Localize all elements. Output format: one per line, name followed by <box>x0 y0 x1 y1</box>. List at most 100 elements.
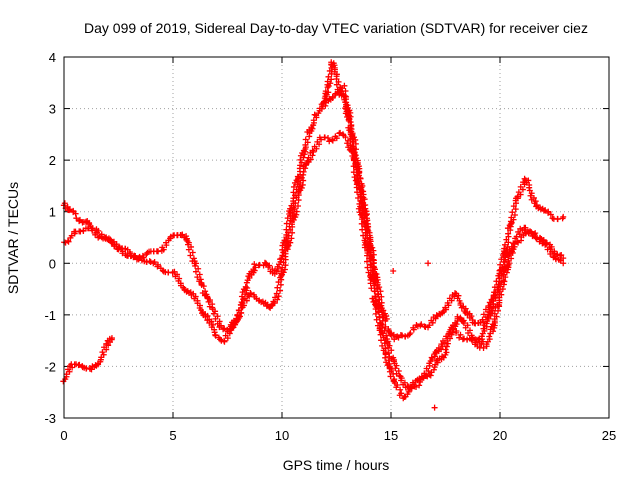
data-point <box>192 268 199 275</box>
data-point <box>108 239 115 246</box>
data-point <box>431 404 438 411</box>
data-point <box>527 192 534 199</box>
y-tick-label: 2 <box>49 153 56 168</box>
data-point <box>108 335 115 342</box>
data-point <box>103 340 110 347</box>
data-point <box>480 311 487 318</box>
data-point <box>336 130 343 137</box>
data-point <box>390 268 397 275</box>
plot-frame <box>63 56 610 419</box>
data-point <box>270 298 277 305</box>
data-point <box>444 333 451 340</box>
data-point <box>500 271 507 278</box>
data-point <box>107 236 114 243</box>
data-point <box>279 252 286 259</box>
data-point <box>378 293 385 300</box>
data-point <box>304 157 311 164</box>
data-point <box>439 353 446 360</box>
data-point <box>251 261 258 268</box>
data-point <box>515 228 522 235</box>
data-point <box>342 99 349 106</box>
data-point <box>212 315 219 322</box>
data-point <box>501 241 508 248</box>
data-point <box>379 342 386 349</box>
data-point <box>127 250 134 257</box>
data-point <box>495 307 502 314</box>
data-point <box>362 223 369 230</box>
data-point <box>537 206 544 213</box>
data-point <box>501 278 508 285</box>
chart-title: Day 099 of 2019, Sidereal Day-to-day VTE… <box>84 20 588 36</box>
data-point <box>491 289 498 296</box>
data-point <box>332 133 339 140</box>
data-point <box>247 290 254 297</box>
data-point <box>214 320 221 327</box>
data-point <box>435 344 442 351</box>
data-point <box>279 242 286 249</box>
data-point <box>392 365 399 372</box>
data-point <box>345 117 352 124</box>
data-point <box>364 258 371 265</box>
data-point <box>513 233 520 240</box>
x-axis-label: GPS time / hours <box>283 457 390 473</box>
data-point <box>530 231 537 238</box>
data-point <box>391 336 398 343</box>
data-point <box>76 218 83 225</box>
y-axis-ticks: -3 -2 -1 0 1 2 3 4 <box>44 50 609 426</box>
data-point <box>355 205 362 212</box>
y-tick-label: 1 <box>49 205 56 220</box>
data-point <box>521 175 528 182</box>
data-point <box>192 262 199 269</box>
data-point <box>442 346 449 353</box>
data-point <box>480 325 487 332</box>
data-point <box>325 73 332 80</box>
data-point <box>426 322 433 329</box>
data-point <box>350 169 357 176</box>
data-point <box>396 392 403 399</box>
data-point <box>417 322 424 329</box>
data-point <box>101 344 108 351</box>
data-point <box>357 198 364 205</box>
data-point <box>355 195 362 202</box>
data-point <box>377 331 384 338</box>
data-point <box>394 333 401 340</box>
data-point <box>454 313 461 320</box>
data-point <box>146 258 153 265</box>
data-point <box>200 283 207 290</box>
data-point <box>314 138 321 145</box>
data-point <box>456 334 463 341</box>
data-point <box>333 81 340 88</box>
data-point <box>65 366 72 373</box>
data-point <box>290 183 297 190</box>
data-point <box>310 148 317 155</box>
data-point <box>367 280 374 287</box>
data-point <box>279 264 286 271</box>
data-point <box>458 304 465 311</box>
data-point <box>540 207 547 214</box>
data-point <box>242 283 249 290</box>
data-point <box>482 306 489 313</box>
data-point <box>99 349 106 356</box>
data-point <box>515 189 522 196</box>
data-point <box>479 316 486 323</box>
data-point <box>184 241 191 248</box>
data-point <box>382 317 389 324</box>
x-tick-label: 0 <box>60 428 67 443</box>
data-point <box>500 277 507 284</box>
data-point <box>260 300 267 307</box>
data-point <box>557 252 564 259</box>
data-point <box>443 349 450 356</box>
data-point <box>372 310 379 317</box>
data-point <box>410 324 417 331</box>
data-point <box>305 154 312 161</box>
data-point <box>287 205 294 212</box>
data-point <box>376 313 383 320</box>
data-point <box>366 255 373 262</box>
data-point <box>252 264 259 271</box>
data-point <box>274 284 281 291</box>
data-point <box>444 299 451 306</box>
data-point <box>273 290 280 297</box>
data-point <box>240 296 247 303</box>
data-point <box>547 211 554 218</box>
